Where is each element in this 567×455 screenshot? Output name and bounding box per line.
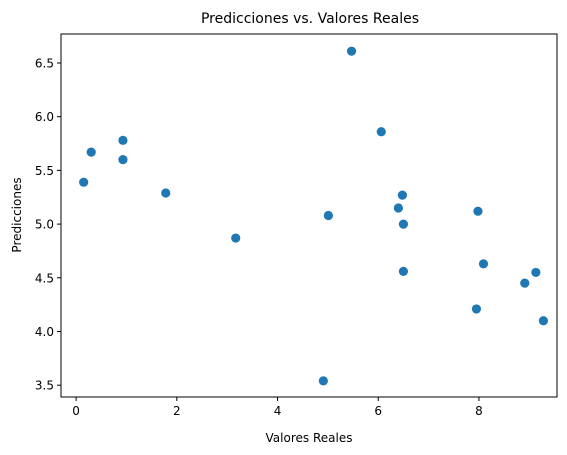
data-point-5 <box>231 233 241 243</box>
data-point-8 <box>346 46 357 56</box>
data-point-10 <box>393 203 403 213</box>
data-point-13 <box>398 266 409 276</box>
data-point-0 <box>79 177 89 187</box>
data-point-1 <box>86 147 96 157</box>
data-point-17 <box>520 278 530 288</box>
data-point-9 <box>376 127 386 137</box>
chart-title: Predicciones vs. Valores Reales <box>201 11 419 27</box>
y-tick-label: 6.0 <box>35 110 54 124</box>
x-tick-label: 6 <box>374 404 382 418</box>
y-axis-label: Predicciones <box>10 177 24 252</box>
data-point-18 <box>531 267 541 278</box>
data-point-7 <box>323 210 333 221</box>
y-tick-label: 4.5 <box>35 271 54 285</box>
x-tick-label: 2 <box>173 404 181 418</box>
data-point-12 <box>398 219 409 229</box>
y-tick-label: 3.5 <box>35 379 54 393</box>
x-tick-label: 4 <box>274 404 282 418</box>
data-point-6 <box>318 376 328 386</box>
y-tick-label: 4.0 <box>35 325 54 339</box>
data-point-16 <box>478 259 489 269</box>
x-axis-label: Valores Reales <box>266 431 353 445</box>
x-tick-label: 8 <box>475 404 483 418</box>
data-point-2 <box>118 135 128 145</box>
data-point-19 <box>538 316 549 326</box>
y-axis: 3.5 4.0 4.5 5.0 5.5 6.0 6.5 <box>35 56 61 393</box>
data-point-3 <box>118 155 128 165</box>
y-tick-label: 6.5 <box>35 56 54 70</box>
y-tick-label: 5.0 <box>35 218 54 232</box>
plot-points <box>79 46 549 386</box>
data-point-14 <box>471 304 482 314</box>
data-point-15 <box>473 206 483 216</box>
data-point-4 <box>161 188 171 198</box>
x-axis: 0 2 4 6 8 <box>72 397 483 418</box>
y-tick-label: 5.5 <box>35 164 54 178</box>
plot-frame <box>60 33 558 398</box>
data-point-11 <box>397 190 408 200</box>
x-tick-label: 0 <box>72 404 80 418</box>
